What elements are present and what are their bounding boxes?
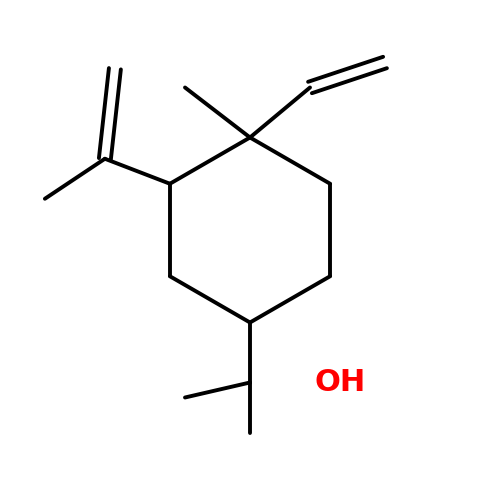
Text: OH: OH <box>315 368 366 397</box>
